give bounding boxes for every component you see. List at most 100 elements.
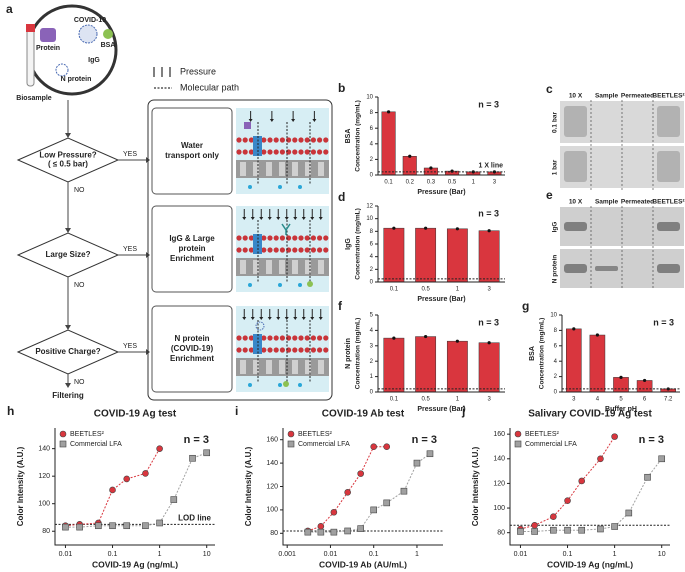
x-axis-label: Buffer pH — [605, 406, 637, 413]
lipid — [279, 235, 285, 241]
annotation: n = 3 — [478, 99, 499, 109]
y-tick-label: 2 — [554, 374, 558, 380]
water — [298, 185, 302, 189]
lipid — [304, 149, 310, 155]
data-point — [550, 513, 557, 520]
bar — [613, 377, 629, 393]
y-tick-label: 10 — [550, 313, 557, 319]
decision-text: Positive Charge? — [35, 347, 100, 356]
gel-band — [564, 106, 587, 137]
lipid — [267, 347, 273, 353]
water — [298, 283, 302, 287]
y-tick-label: 10 — [366, 95, 373, 101]
y-tick-label: 100 — [493, 505, 505, 512]
bsa — [307, 281, 313, 287]
arrow-head — [293, 217, 298, 220]
data-point — [95, 522, 102, 530]
gel-band — [564, 264, 587, 273]
channel — [253, 234, 262, 254]
lipid — [236, 149, 242, 155]
lipid — [248, 247, 254, 253]
x-tick-label: 0.1 — [563, 551, 573, 558]
annotation: n = 3 — [478, 208, 499, 218]
data-point — [344, 527, 351, 535]
bar-point — [643, 378, 647, 383]
legend-text: Molecular path — [180, 82, 239, 92]
lipid — [267, 235, 273, 241]
lipid — [310, 247, 316, 253]
data-point — [76, 523, 83, 531]
y-axis-label: Concentration (mg/mL) — [355, 100, 362, 172]
bar — [383, 227, 405, 283]
no-label: NO — [74, 379, 85, 386]
data-point — [142, 470, 149, 477]
lipid — [248, 149, 254, 155]
arrow-head — [301, 217, 306, 220]
side-label: BSA — [529, 346, 536, 361]
panel-letter: e — [546, 188, 553, 202]
x-axis-label: Pressure (Bar) — [417, 296, 465, 303]
y-tick-label: 8 — [370, 229, 374, 235]
yes-label: YES — [123, 343, 137, 350]
lipid — [236, 247, 242, 253]
arrow-head — [293, 317, 298, 320]
arrow-head — [310, 217, 315, 220]
x-tick-label: 10 — [203, 551, 211, 558]
lipid — [261, 137, 267, 143]
water — [278, 383, 282, 387]
label: COVID-19 — [74, 17, 106, 24]
lipid — [273, 137, 279, 143]
arrow-head — [301, 317, 306, 320]
outcome-text: Enrichment — [170, 354, 214, 363]
bar-point — [424, 226, 428, 230]
x-tick-label: 1 — [158, 551, 162, 558]
legend-marker — [287, 430, 295, 438]
legend-marker — [59, 430, 67, 438]
lipid — [261, 247, 267, 253]
arrow-head — [267, 217, 272, 220]
data-point — [578, 477, 586, 485]
y-tick-label: 8 — [370, 110, 374, 116]
side-label: IgG — [345, 238, 352, 250]
label: N protein — [61, 76, 92, 83]
data-point — [578, 526, 586, 534]
outcome-box — [151, 205, 233, 293]
lipid — [298, 137, 304, 143]
pore — [279, 360, 285, 374]
x-tick-label: 0.3 — [427, 180, 436, 186]
y-tick-label: 80 — [497, 530, 505, 537]
y-axis-label: Color Intensity (A.U.) — [16, 446, 25, 526]
pore — [266, 260, 272, 274]
bar — [415, 227, 437, 283]
lipid — [267, 247, 273, 253]
x-tick-label: 0.001 — [278, 551, 296, 558]
data-point — [189, 454, 196, 462]
y-tick-label: 6 — [554, 343, 558, 349]
arrow-head — [250, 317, 255, 320]
data-point — [658, 455, 666, 463]
data-point — [564, 497, 571, 504]
lipid — [273, 335, 279, 341]
annotation: n = 3 — [653, 317, 674, 327]
bar-point — [455, 339, 459, 343]
panel-letter: c — [546, 82, 553, 96]
lipid — [298, 335, 304, 341]
lipid — [248, 347, 254, 353]
virus-icon — [78, 24, 98, 44]
no-label: NO — [74, 282, 85, 289]
decision-text: Large Size? — [46, 250, 91, 259]
lipid — [273, 247, 279, 253]
lipid — [292, 137, 298, 143]
arrow-head — [269, 119, 274, 122]
legend-label: BEETLES² — [525, 431, 560, 438]
y-tick-label: 160 — [493, 431, 505, 438]
x-tick-label: 0.5 — [421, 397, 430, 403]
end-label: Filtering — [52, 391, 84, 400]
bar — [415, 336, 437, 393]
data-point — [357, 525, 364, 532]
x-tick-label: 1 — [456, 397, 460, 403]
bar-point — [392, 336, 396, 340]
arrow-head — [284, 217, 289, 220]
legend-label: Commercial LFA — [298, 441, 350, 448]
